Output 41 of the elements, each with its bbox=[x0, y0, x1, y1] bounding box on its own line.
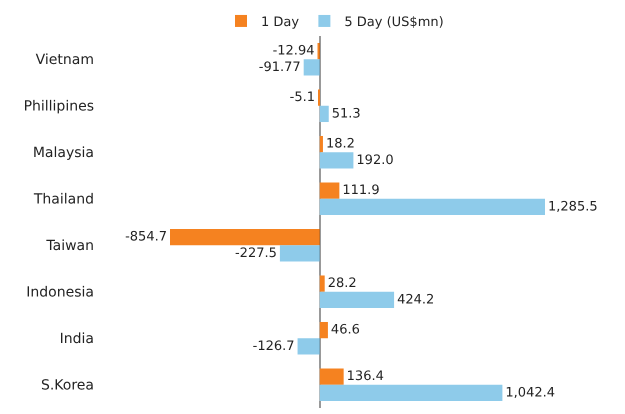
data-label: 1,042.4 bbox=[505, 385, 556, 400]
y-tick-label: Thailand bbox=[32, 192, 94, 208]
data-label: 51.3 bbox=[332, 106, 361, 122]
bar bbox=[317, 42, 320, 60]
data-label: -126.7 bbox=[252, 338, 295, 354]
data-label: -854.7 bbox=[125, 230, 167, 245]
data-label: 1,285.5 bbox=[548, 199, 598, 214]
bar bbox=[320, 198, 545, 216]
data-label: -5.1 bbox=[290, 90, 315, 106]
bar bbox=[320, 182, 340, 199]
bar bbox=[320, 275, 325, 292]
bar bbox=[170, 228, 320, 246]
bar bbox=[320, 384, 502, 402]
bar bbox=[320, 136, 323, 152]
data-label: 111.9 bbox=[342, 183, 380, 198]
data-label: -227.5 bbox=[234, 246, 277, 261]
bar bbox=[304, 59, 320, 76]
y-tick-label: Indonesia bbox=[26, 284, 94, 301]
bar bbox=[280, 245, 320, 262]
data-label: 424.2 bbox=[397, 292, 434, 308]
data-label: -12.94 bbox=[272, 44, 314, 59]
bar bbox=[298, 338, 320, 355]
y-tick-label: S.Korea bbox=[40, 378, 94, 394]
data-label: 136.4 bbox=[346, 369, 384, 384]
bar bbox=[320, 322, 328, 338]
data-label: -91.77 bbox=[258, 60, 301, 75]
legend-label: 1 Day bbox=[261, 15, 300, 30]
y-tick-label: Vietnam bbox=[36, 52, 94, 68]
y-tick-label: Phillipines bbox=[24, 98, 94, 115]
data-label: 192.0 bbox=[356, 152, 394, 168]
data-label: 28.2 bbox=[328, 276, 357, 292]
legend-label: 5 Day (US$mn) bbox=[344, 15, 444, 30]
bar bbox=[320, 152, 354, 169]
data-label: 18.2 bbox=[326, 136, 355, 152]
y-tick-label: India bbox=[60, 331, 94, 348]
bar bbox=[320, 106, 329, 122]
bar bbox=[320, 292, 394, 308]
data-label: 46.6 bbox=[330, 322, 360, 338]
y-tick-label: Malaysia bbox=[32, 145, 94, 162]
y-tick-label: Taiwan bbox=[45, 238, 94, 254]
bar bbox=[320, 368, 344, 385]
